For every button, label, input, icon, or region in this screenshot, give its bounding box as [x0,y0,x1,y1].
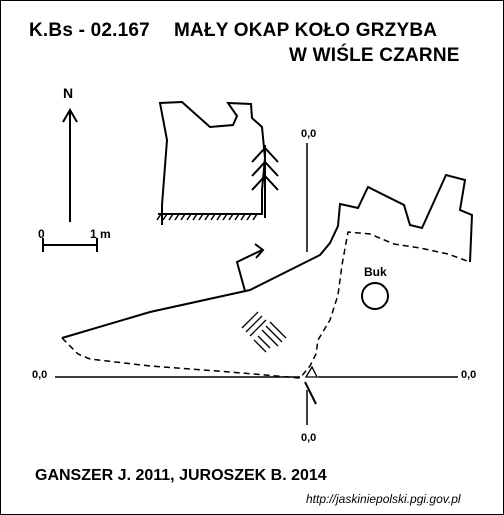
elevation-label-top: 0,0 [301,128,317,140]
boulder-hatch-icon [241,311,287,353]
elevation-label-right: 0,0 [461,369,477,381]
survey-cross [55,143,458,425]
cave-code: K.Bs - 02.167 [29,20,150,41]
north-label: N [63,85,74,101]
scale-end-label: 1 m [90,227,111,241]
scale-bar [42,238,98,252]
tree-label: Buk [364,265,387,279]
north-arrow [62,108,78,222]
rock-block [156,100,267,225]
dripline [61,173,474,339]
survey-station-icon [304,365,319,378]
cave-name-line1: MAŁY OKAP KOŁO GRZYBA [174,20,438,41]
tree-symbol [361,282,389,310]
conifer-icon [251,145,279,218]
entrance-arrow [235,243,265,292]
authors-credit: GANSZER J. 2011, JUROSZEK B. 2014 [35,467,327,484]
scale-start-label: 0 [38,227,45,241]
floor-outline [61,231,471,379]
source-url[interactable]: http://jaskiniepolski.pgi.gov.pl [306,492,461,506]
cave-name-line2: W WIŚLE CZARNE [289,45,460,66]
elevation-label-left: 0,0 [32,369,48,381]
elevation-label-bottom: 0,0 [301,432,317,444]
exit-line [304,381,317,405]
